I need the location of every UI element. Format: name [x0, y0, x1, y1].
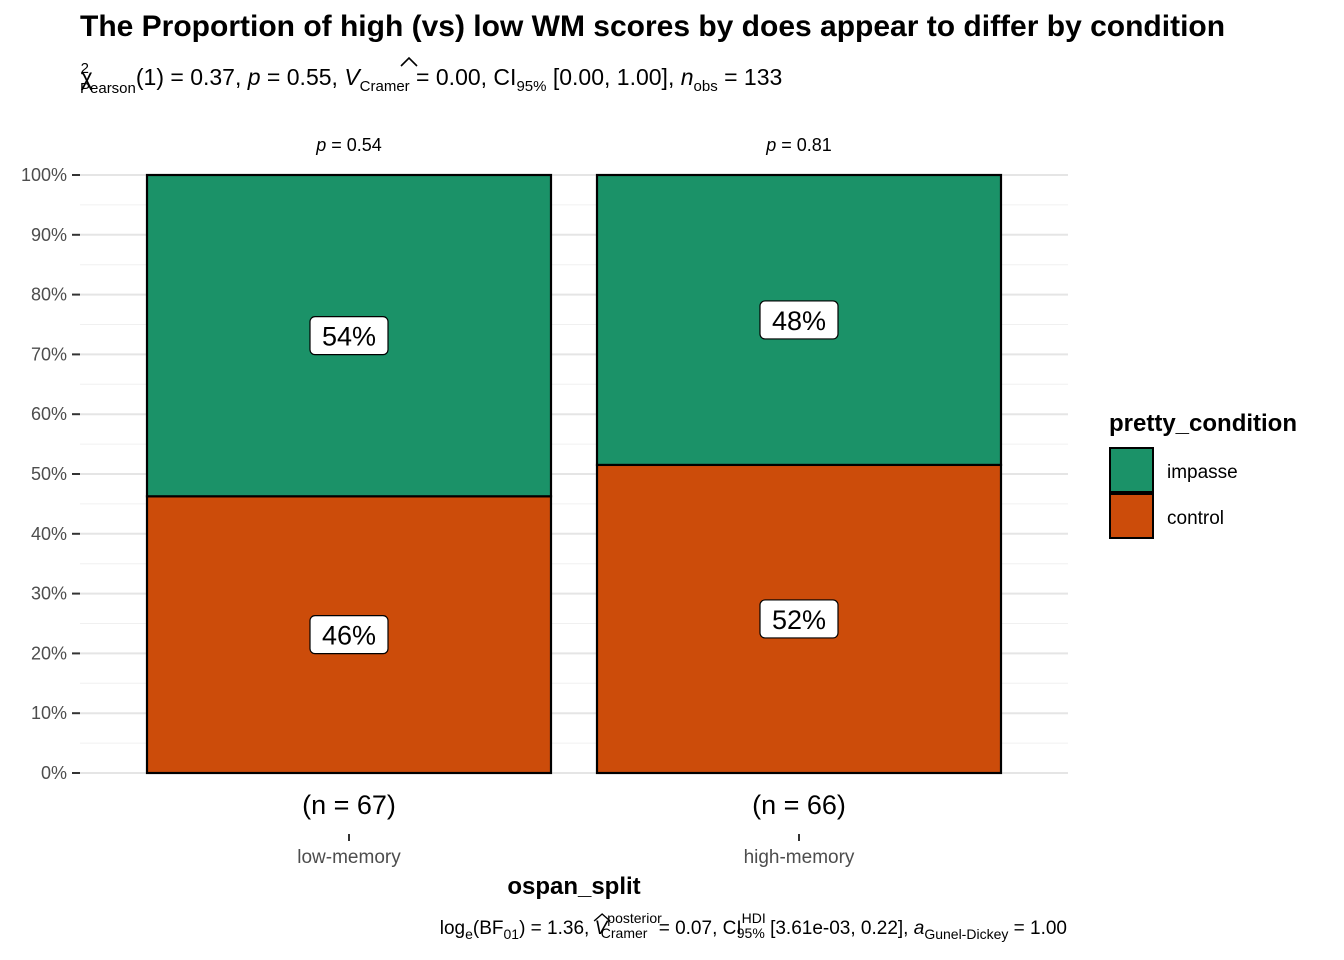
y-tick-label: 90% — [31, 225, 67, 245]
legend-label-control: control — [1167, 508, 1224, 529]
count-label: (n = 67) — [302, 790, 396, 820]
caption-ci-value: [3.61e-03, 0.22], — [765, 918, 914, 939]
legend-title: pretty_condition — [1109, 410, 1297, 437]
data-label-impasse-low-memory: 54% — [322, 322, 376, 352]
p-value-label: p = 0.81 — [765, 135, 832, 155]
y-tick-label: 60% — [31, 404, 67, 424]
caption-bf: (BF — [473, 918, 504, 939]
data-label-box-impasse-low-memory — [309, 316, 389, 356]
caption-ci-sub: 95% — [737, 925, 765, 941]
y-tick-label: 40% — [31, 524, 67, 544]
chart-subtitle: χ2 Pearson(1) = 0.37, p = 0.55, VCramer =… — [80, 60, 782, 97]
data-label-box-control-low-memory — [309, 615, 389, 655]
chart-caption: loge(BF01) = 1.36, Vposterior Cramer = 0.… — [440, 910, 1067, 942]
y-tick-label: 70% — [31, 344, 67, 364]
subtitle-p-value: = 0.55, — [261, 64, 345, 90]
caption-ci-sup: HDI — [742, 910, 766, 926]
y-tick-label: 50% — [31, 464, 67, 484]
subtitle-n-sub: obs — [694, 78, 718, 95]
y-axis: 0% 10% 20% 30% 40% 50% 60% 70% 80% 90% 100% — [21, 165, 80, 783]
p-value-label: p = 0.54 — [315, 135, 382, 155]
data-label-control-high-memory: 52% — [772, 605, 826, 635]
x-tick-label: low-memory — [297, 847, 401, 868]
subtitle-stat-sub: Pearson — [80, 80, 136, 97]
y-tick-label: 10% — [31, 703, 67, 723]
caption-a: a — [914, 918, 925, 939]
legend: pretty_condition impasse control — [1109, 410, 1297, 539]
caption-a-value: = 1.00 — [1008, 918, 1067, 939]
legend-swatch-control — [1109, 493, 1154, 539]
y-tick-label: 100% — [21, 165, 67, 185]
legend-label-impasse: impasse — [1167, 462, 1238, 483]
data-label-impasse-high-memory: 48% — [772, 306, 826, 336]
caption-v-sub: Cramer — [601, 925, 648, 941]
subtitle-ci-sub: 95% — [516, 78, 546, 95]
subtitle-n-symbol: n — [681, 64, 694, 90]
y-tick-label: 80% — [31, 285, 67, 305]
subtitle-v-sub: Cramer — [360, 78, 410, 95]
subtitle-df: (1) = 0.37, — [136, 64, 248, 90]
subtitle-stat-sup: 2 — [81, 60, 89, 77]
data-label-box-control-high-memory — [759, 599, 839, 639]
caption-a-sub: Gunel-Dickey — [924, 926, 1008, 942]
caption-v-value: = 0.07, CI — [653, 918, 741, 939]
subtitle-v-hat — [400, 56, 418, 67]
chart-title: The Proportion of high (vs) low WM score… — [80, 10, 1225, 43]
y-tick-label: 30% — [31, 584, 67, 604]
x-tick-label: high-memory — [744, 847, 855, 868]
x-axis: (n = 67) low-memory (n = 66) high-memory — [297, 790, 855, 868]
caption-log: log — [440, 918, 465, 939]
y-tick-label: 0% — [41, 763, 67, 783]
subtitle-stat-symbol: χ — [81, 64, 93, 90]
caption-bf-sub: 01 — [504, 926, 520, 942]
data-label-control-low-memory: 46% — [322, 621, 376, 651]
bars: 46% 54% 52% 48% p = 0.54 p = 0.81 — [145, 135, 1003, 775]
legend-swatch-impasse — [1109, 447, 1154, 493]
subtitle-n-value: = 133 — [718, 64, 783, 90]
subtitle-ci-value: [0.00, 1.00], — [546, 64, 680, 90]
count-label: (n = 66) — [752, 790, 846, 820]
caption-v-hat — [593, 913, 611, 922]
subtitle-p-symbol: p — [247, 64, 261, 90]
subtitle-v-symbol: V — [344, 64, 362, 90]
y-tick-label: 20% — [31, 643, 67, 663]
caption-bf-value: ) = 1.36, — [519, 918, 595, 939]
data-label-box-impasse-high-memory — [759, 300, 839, 340]
x-axis-title: ospan_split — [507, 873, 640, 900]
caption-log-sub: e — [465, 926, 473, 942]
caption-v: V — [595, 918, 610, 939]
caption-v-sup: posterior — [607, 910, 662, 926]
subtitle-v-value: = 0.00, CI — [410, 64, 517, 90]
